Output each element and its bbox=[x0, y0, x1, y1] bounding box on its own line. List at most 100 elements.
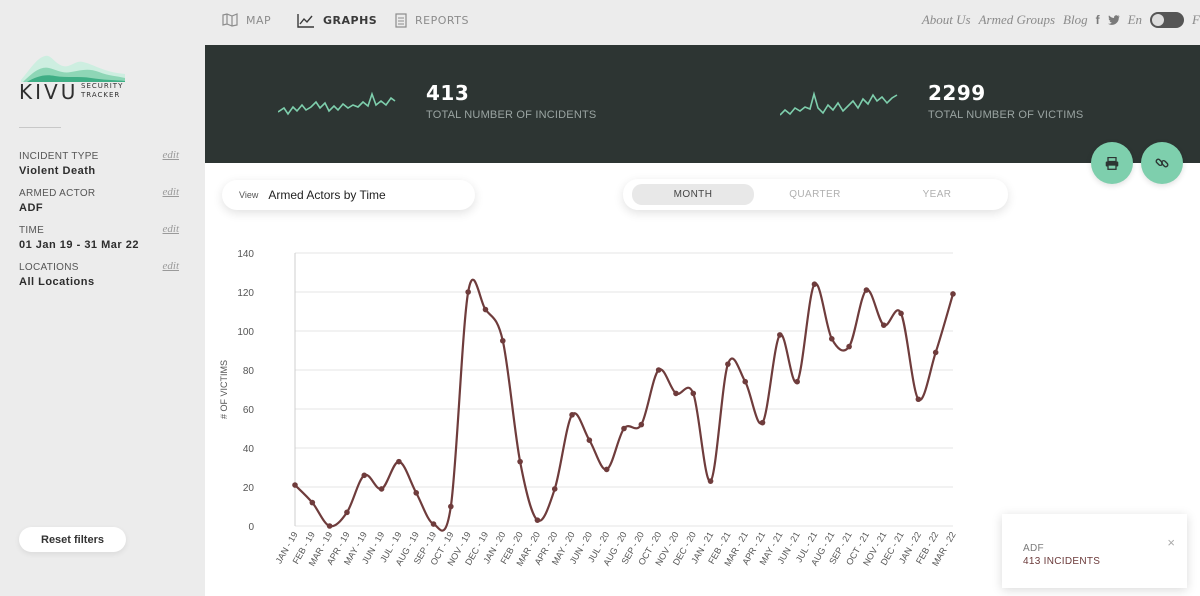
data-point bbox=[794, 378, 800, 385]
blog-link[interactable]: Blog bbox=[1063, 12, 1088, 27]
data-point bbox=[742, 378, 749, 385]
edit-time-link[interactable]: edit bbox=[162, 223, 180, 235]
nav-graphs-label: GRAPHS bbox=[323, 13, 378, 27]
data-point bbox=[361, 472, 368, 479]
data-point bbox=[655, 367, 662, 373]
nav-reports[interactable]: REPORTS bbox=[395, 10, 469, 30]
data-point bbox=[932, 349, 939, 356]
incidents-total-label: TOTAL NUMBER OF INCIDENTS bbox=[426, 109, 597, 121]
filter-label: LOCATIONS bbox=[19, 262, 79, 273]
view-select[interactable]: View Armed Actors by Time bbox=[222, 180, 475, 210]
data-point bbox=[448, 503, 454, 510]
data-point bbox=[534, 517, 541, 523]
close-icon[interactable]: × bbox=[1167, 535, 1175, 550]
filter-value: Violent Death bbox=[19, 165, 96, 177]
twitter-icon[interactable] bbox=[1107, 15, 1120, 25]
data-point bbox=[326, 523, 333, 529]
data-point bbox=[690, 390, 697, 397]
logo[interactable]: KIVU SECURITY TRACKER bbox=[19, 50, 129, 105]
data-point bbox=[759, 419, 766, 426]
data-point bbox=[396, 458, 402, 465]
y-tick-label: 100 bbox=[237, 327, 254, 338]
y-tick-label: 80 bbox=[243, 366, 255, 377]
logo-title: KIVU bbox=[19, 80, 79, 104]
reset-filters-button[interactable]: Reset filters bbox=[19, 527, 126, 552]
edit-armed-actor-link[interactable]: edit bbox=[162, 186, 180, 198]
data-point bbox=[482, 306, 489, 313]
data-point bbox=[707, 478, 714, 484]
divider bbox=[19, 127, 61, 128]
logo-subtitle-2: TRACKER bbox=[81, 91, 121, 99]
nav-graphs[interactable]: GRAPHS bbox=[297, 10, 377, 30]
y-tick-label: 20 bbox=[243, 483, 255, 494]
share-link-button[interactable] bbox=[1141, 142, 1183, 184]
nav-reports-label: REPORTS bbox=[415, 13, 469, 27]
mountain-logo-icon bbox=[21, 55, 125, 82]
view-label: View bbox=[239, 190, 259, 200]
nav-map-label: MAP bbox=[246, 13, 272, 27]
victims-total-label: TOTAL NUMBER OF VICTIMS bbox=[928, 109, 1084, 121]
view-value: Armed Actors by Time bbox=[268, 188, 386, 202]
data-point bbox=[517, 458, 523, 465]
graph-icon bbox=[297, 13, 314, 28]
data-point bbox=[309, 499, 316, 506]
filter-value: All Locations bbox=[19, 276, 95, 288]
filter-locations: LOCATIONS All Locations edit bbox=[19, 260, 184, 288]
victims-total: 2299 bbox=[928, 81, 986, 105]
data-point bbox=[898, 310, 904, 317]
nav-map[interactable]: MAP bbox=[222, 10, 271, 30]
y-tick-label: 60 bbox=[243, 405, 255, 416]
document-icon bbox=[395, 12, 407, 28]
data-point bbox=[950, 291, 956, 297]
period-selector: MONTH QUARTER YEAR bbox=[623, 179, 1008, 210]
y-tick-label: 0 bbox=[248, 522, 254, 533]
period-quarter-option[interactable]: QUARTER bbox=[789, 189, 841, 200]
filter-time: TIME 01 Jan 19 - 31 Mar 22 edit bbox=[19, 223, 184, 251]
about-us-link[interactable]: About Us bbox=[921, 12, 971, 27]
language-toggle[interactable] bbox=[1150, 12, 1185, 28]
data-point bbox=[880, 322, 887, 328]
data-point bbox=[673, 390, 679, 397]
top-nav: MAP GRAPHS REPORTS About Us Armed Groups… bbox=[205, 0, 1200, 45]
edit-locations-link[interactable]: edit bbox=[162, 260, 180, 272]
data-point bbox=[915, 396, 922, 403]
map-icon bbox=[222, 13, 238, 27]
data-point bbox=[828, 336, 835, 342]
filter-value: ADF bbox=[19, 202, 44, 214]
link-icon bbox=[1155, 158, 1169, 168]
filter-value: 01 Jan 19 - 31 Mar 22 bbox=[19, 239, 139, 251]
data-point bbox=[569, 412, 575, 418]
sidebar: KIVU SECURITY TRACKER INCIDENT TYPE Viol… bbox=[0, 0, 205, 596]
y-tick-label: 140 bbox=[237, 249, 254, 260]
legend-tooltip: ADF 413 INCIDENTS × bbox=[1002, 514, 1187, 588]
header-links: About Us Armed Groups Blog f En F bbox=[922, 11, 1200, 29]
data-point bbox=[638, 421, 645, 428]
data-point bbox=[499, 337, 506, 344]
data-point bbox=[465, 289, 471, 295]
data-point bbox=[292, 482, 298, 488]
series-line bbox=[294, 278, 955, 532]
print-icon bbox=[1105, 156, 1119, 170]
stats-banner: 413 TOTAL NUMBER OF INCIDENTS 2299 TOTAL… bbox=[205, 45, 1200, 163]
logo-subtitle: SECURITY TRACKER bbox=[81, 82, 123, 100]
victims-sparkline bbox=[780, 90, 898, 116]
print-button[interactable] bbox=[1091, 142, 1133, 184]
armed-groups-link[interactable]: Armed Groups bbox=[978, 12, 1056, 27]
language-fr[interactable]: F bbox=[1192, 12, 1200, 27]
edit-incident-type-link[interactable]: edit bbox=[162, 149, 180, 161]
data-point bbox=[621, 425, 627, 432]
y-tick-label: 40 bbox=[243, 444, 255, 455]
filter-armed-actor: ARMED ACTOR ADF edit bbox=[19, 186, 184, 214]
tooltip-series-value: 413 INCIDENTS bbox=[1023, 556, 1101, 567]
language-en[interactable]: En bbox=[1127, 12, 1143, 27]
period-year-option[interactable]: YEAR bbox=[922, 189, 952, 200]
data-point bbox=[603, 466, 610, 473]
y-axis-label: # OF VICTIMS bbox=[219, 360, 229, 419]
data-point bbox=[378, 486, 385, 492]
y-tick-label: 120 bbox=[237, 288, 254, 299]
data-point bbox=[430, 521, 437, 527]
facebook-icon[interactable]: f bbox=[1095, 13, 1100, 27]
period-month-option[interactable]: MONTH bbox=[632, 184, 754, 205]
incidents-sparkline bbox=[278, 91, 396, 116]
